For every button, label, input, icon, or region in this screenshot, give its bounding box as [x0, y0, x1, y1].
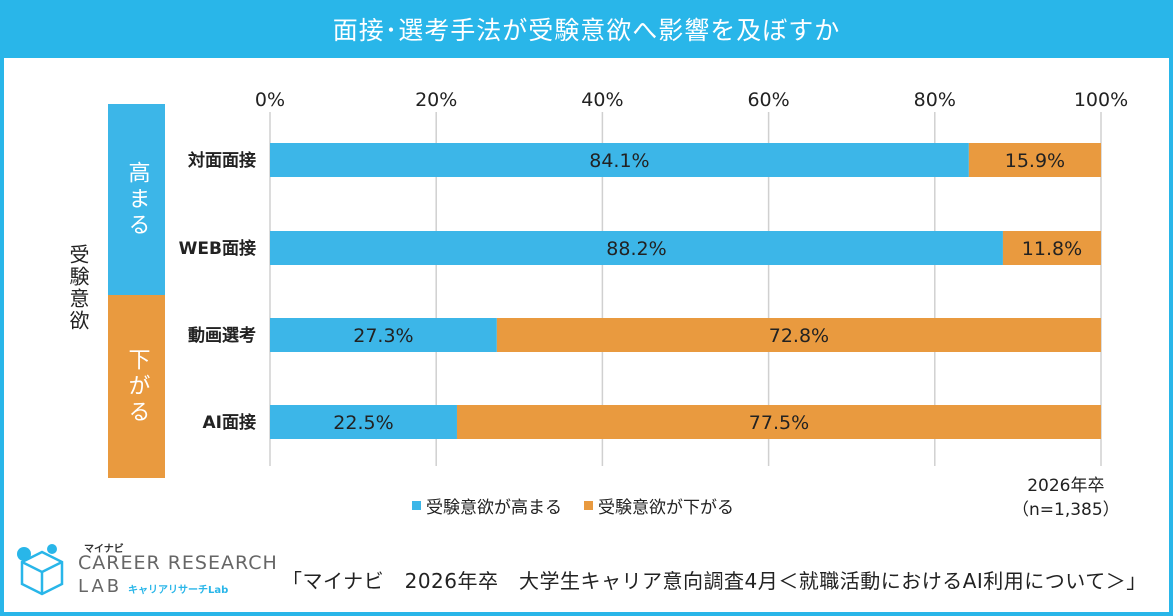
x-tick-label: 60% [747, 89, 789, 111]
logo-brand-lab: LAB [78, 576, 123, 597]
source-citation: 「マイナビ 2026年卒 大学生キャリア意向調査4月＜就職活動におけるAI利用に… [282, 569, 1147, 593]
group-label-decrease: 下がる [108, 295, 165, 478]
bar-segment [496, 318, 1101, 352]
logo-brand-main: CAREER RESEARCH [78, 552, 278, 574]
data-label: 72.8% [769, 325, 829, 347]
career-research-lab-logo: マイナビ CAREER RESEARCH LAB キャリアリサーチLab [12, 540, 277, 600]
x-tick-label: 100% [1074, 89, 1128, 111]
logo-brand-sub: キャリアリサーチLab [128, 585, 229, 596]
x-tick-label: 40% [581, 89, 623, 111]
legend-item-decrease: 受験意欲が下がる [584, 493, 734, 518]
legend-swatch-increase [412, 501, 421, 510]
bar-segment [270, 231, 1003, 265]
bar-segment [1002, 231, 1101, 265]
x-tick-label: 80% [914, 89, 956, 111]
data-label: 22.5% [333, 412, 393, 434]
category-label: WEB面接 [179, 238, 256, 259]
legend-label-increase: 受験意欲が高まる [426, 498, 562, 518]
note-line-1: 2026年卒 [1027, 476, 1105, 496]
data-label: 84.1% [589, 150, 649, 172]
x-tick-label: 0% [255, 89, 285, 111]
group-label-increase: 高まる [108, 104, 165, 295]
sample-note: 2026年卒 （n=1,385） [1012, 474, 1120, 522]
bar-segment [270, 143, 969, 177]
data-label: 88.2% [606, 238, 666, 260]
legend: 受験意欲が高まる 受験意欲が下がる [412, 493, 734, 518]
legend-swatch-decrease [584, 501, 593, 510]
bar-segment [270, 405, 457, 439]
category-label: AI面接 [203, 412, 256, 433]
category-label: 対面面接 [187, 150, 256, 171]
data-label: 15.9% [1005, 150, 1065, 172]
note-line-2: （n=1,385） [1012, 500, 1120, 520]
legend-label-decrease: 受験意欲が下がる [598, 498, 734, 518]
legend-item-increase: 受験意欲が高まる [412, 493, 562, 518]
bar-segment [270, 318, 497, 352]
x-tick-label: 20% [415, 89, 457, 111]
logo-brand-small: マイナビ [84, 544, 124, 555]
data-label: 27.3% [353, 325, 413, 347]
data-label: 11.8% [1022, 238, 1082, 260]
bar-segment [456, 405, 1102, 439]
y-axis-label: 受験意欲 [66, 244, 90, 332]
bar-segment [968, 143, 1101, 177]
data-label: 77.5% [749, 412, 809, 434]
cube-logo-icon [17, 544, 64, 596]
category-label: 動画選考 [188, 325, 256, 346]
chart-title: 面接･選考手法が受験意欲へ影響を及ぼすか [0, 0, 1173, 58]
